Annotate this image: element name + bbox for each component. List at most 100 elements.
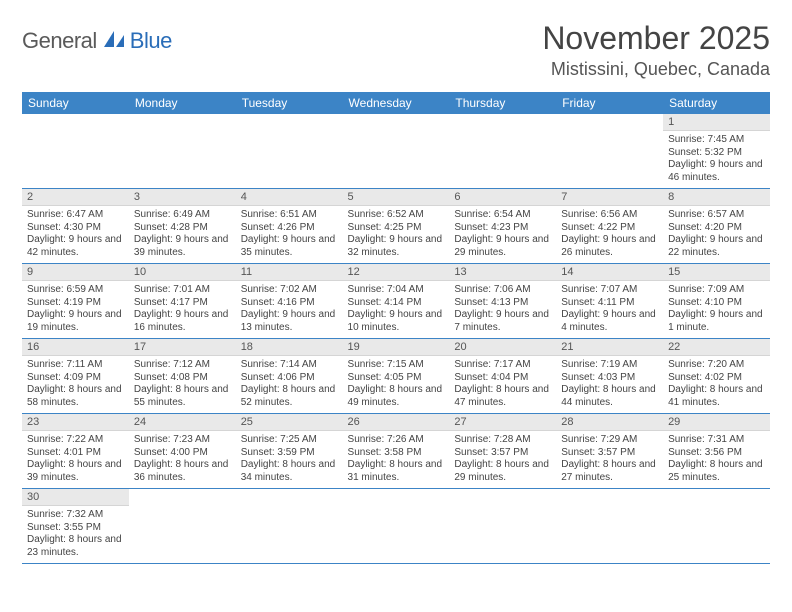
day-body: Sunrise: 6:49 AMSunset: 4:28 PMDaylight:… <box>129 206 236 263</box>
day-cell: 18Sunrise: 7:14 AMSunset: 4:06 PMDayligh… <box>236 339 343 414</box>
day-body: Sunrise: 7:19 AMSunset: 4:03 PMDaylight:… <box>556 356 663 413</box>
day-number: 17 <box>129 339 236 356</box>
day-body: Sunrise: 7:29 AMSunset: 3:57 PMDaylight:… <box>556 431 663 488</box>
logo-text-general: General <box>22 28 97 54</box>
month-title: November 2025 <box>542 20 770 57</box>
header: General Blue November 2025 Mistissini, Q… <box>22 20 770 80</box>
day-cell: 22Sunrise: 7:20 AMSunset: 4:02 PMDayligh… <box>663 339 770 414</box>
day-body: Sunrise: 7:28 AMSunset: 3:57 PMDaylight:… <box>449 431 556 488</box>
day-body: Sunrise: 6:54 AMSunset: 4:23 PMDaylight:… <box>449 206 556 263</box>
day-number: 9 <box>22 264 129 281</box>
day-number: 12 <box>343 264 450 281</box>
day-cell: 21Sunrise: 7:19 AMSunset: 4:03 PMDayligh… <box>556 339 663 414</box>
week-row: 30Sunrise: 7:32 AMSunset: 3:55 PMDayligh… <box>22 489 770 564</box>
day-body: Sunrise: 7:22 AMSunset: 4:01 PMDaylight:… <box>22 431 129 488</box>
day-number: 19 <box>343 339 450 356</box>
day-cell: 29Sunrise: 7:31 AMSunset: 3:56 PMDayligh… <box>663 414 770 489</box>
day-cell: 13Sunrise: 7:06 AMSunset: 4:13 PMDayligh… <box>449 264 556 339</box>
day-number: 2 <box>22 189 129 206</box>
day-number: 18 <box>236 339 343 356</box>
day-cell: 3Sunrise: 6:49 AMSunset: 4:28 PMDaylight… <box>129 189 236 264</box>
day-cell <box>22 114 129 189</box>
day-number: 22 <box>663 339 770 356</box>
day-number: 16 <box>22 339 129 356</box>
day-number: 29 <box>663 414 770 431</box>
day-cell: 1Sunrise: 7:45 AMSunset: 5:32 PMDaylight… <box>663 114 770 189</box>
day-body: Sunrise: 7:06 AMSunset: 4:13 PMDaylight:… <box>449 281 556 338</box>
day-cell: 9Sunrise: 6:59 AMSunset: 4:19 PMDaylight… <box>22 264 129 339</box>
day-cell <box>236 114 343 189</box>
day-number: 24 <box>129 414 236 431</box>
day-cell: 30Sunrise: 7:32 AMSunset: 3:55 PMDayligh… <box>22 489 129 564</box>
day-body: Sunrise: 7:23 AMSunset: 4:00 PMDaylight:… <box>129 431 236 488</box>
day-cell: 8Sunrise: 6:57 AMSunset: 4:20 PMDaylight… <box>663 189 770 264</box>
day-body: Sunrise: 7:17 AMSunset: 4:04 PMDaylight:… <box>449 356 556 413</box>
day-header-cell: Sunday <box>22 92 129 114</box>
day-number: 14 <box>556 264 663 281</box>
day-cell <box>663 489 770 564</box>
day-body: Sunrise: 6:56 AMSunset: 4:22 PMDaylight:… <box>556 206 663 263</box>
day-body: Sunrise: 6:59 AMSunset: 4:19 PMDaylight:… <box>22 281 129 338</box>
day-cell: 26Sunrise: 7:26 AMSunset: 3:58 PMDayligh… <box>343 414 450 489</box>
day-body: Sunrise: 7:31 AMSunset: 3:56 PMDaylight:… <box>663 431 770 488</box>
day-header-cell: Friday <box>556 92 663 114</box>
day-number: 10 <box>129 264 236 281</box>
week-row: 23Sunrise: 7:22 AMSunset: 4:01 PMDayligh… <box>22 414 770 489</box>
day-cell <box>343 489 450 564</box>
day-number: 4 <box>236 189 343 206</box>
day-cell: 19Sunrise: 7:15 AMSunset: 4:05 PMDayligh… <box>343 339 450 414</box>
day-number: 23 <box>22 414 129 431</box>
day-header-cell: Thursday <box>449 92 556 114</box>
day-cell <box>129 489 236 564</box>
day-cell: 23Sunrise: 7:22 AMSunset: 4:01 PMDayligh… <box>22 414 129 489</box>
day-body: Sunrise: 7:02 AMSunset: 4:16 PMDaylight:… <box>236 281 343 338</box>
day-header-cell: Wednesday <box>343 92 450 114</box>
day-cell <box>129 114 236 189</box>
day-cell: 20Sunrise: 7:17 AMSunset: 4:04 PMDayligh… <box>449 339 556 414</box>
day-number: 11 <box>236 264 343 281</box>
day-header-cell: Tuesday <box>236 92 343 114</box>
day-number: 1 <box>663 114 770 131</box>
day-cell: 27Sunrise: 7:28 AMSunset: 3:57 PMDayligh… <box>449 414 556 489</box>
day-number: 30 <box>22 489 129 506</box>
day-body: Sunrise: 7:11 AMSunset: 4:09 PMDaylight:… <box>22 356 129 413</box>
week-row: 2Sunrise: 6:47 AMSunset: 4:30 PMDaylight… <box>22 189 770 264</box>
day-cell: 7Sunrise: 6:56 AMSunset: 4:22 PMDaylight… <box>556 189 663 264</box>
day-cell: 25Sunrise: 7:25 AMSunset: 3:59 PMDayligh… <box>236 414 343 489</box>
day-number: 26 <box>343 414 450 431</box>
day-cell <box>236 489 343 564</box>
calendar-table: SundayMondayTuesdayWednesdayThursdayFrid… <box>22 92 770 564</box>
day-body: Sunrise: 7:26 AMSunset: 3:58 PMDaylight:… <box>343 431 450 488</box>
day-number: 15 <box>663 264 770 281</box>
day-body: Sunrise: 6:52 AMSunset: 4:25 PMDaylight:… <box>343 206 450 263</box>
location: Mistissini, Quebec, Canada <box>542 59 770 80</box>
day-number: 13 <box>449 264 556 281</box>
day-body: Sunrise: 6:57 AMSunset: 4:20 PMDaylight:… <box>663 206 770 263</box>
day-cell: 24Sunrise: 7:23 AMSunset: 4:00 PMDayligh… <box>129 414 236 489</box>
day-cell <box>556 114 663 189</box>
day-number: 5 <box>343 189 450 206</box>
day-body: Sunrise: 7:14 AMSunset: 4:06 PMDaylight:… <box>236 356 343 413</box>
day-cell <box>449 114 556 189</box>
day-cell: 28Sunrise: 7:29 AMSunset: 3:57 PMDayligh… <box>556 414 663 489</box>
day-number: 25 <box>236 414 343 431</box>
day-body: Sunrise: 6:51 AMSunset: 4:26 PMDaylight:… <box>236 206 343 263</box>
day-header-cell: Saturday <box>663 92 770 114</box>
day-number: 3 <box>129 189 236 206</box>
logo: General Blue <box>22 20 172 54</box>
week-row: 16Sunrise: 7:11 AMSunset: 4:09 PMDayligh… <box>22 339 770 414</box>
day-number: 27 <box>449 414 556 431</box>
day-number: 8 <box>663 189 770 206</box>
day-cell <box>449 489 556 564</box>
day-cell: 12Sunrise: 7:04 AMSunset: 4:14 PMDayligh… <box>343 264 450 339</box>
day-cell: 11Sunrise: 7:02 AMSunset: 4:16 PMDayligh… <box>236 264 343 339</box>
day-cell: 4Sunrise: 6:51 AMSunset: 4:26 PMDaylight… <box>236 189 343 264</box>
day-body: Sunrise: 7:45 AMSunset: 5:32 PMDaylight:… <box>663 131 770 188</box>
day-body: Sunrise: 7:01 AMSunset: 4:17 PMDaylight:… <box>129 281 236 338</box>
day-body: Sunrise: 7:20 AMSunset: 4:02 PMDaylight:… <box>663 356 770 413</box>
day-number: 20 <box>449 339 556 356</box>
day-body: Sunrise: 7:25 AMSunset: 3:59 PMDaylight:… <box>236 431 343 488</box>
day-body: Sunrise: 6:47 AMSunset: 4:30 PMDaylight:… <box>22 206 129 263</box>
day-cell <box>556 489 663 564</box>
day-cell <box>343 114 450 189</box>
